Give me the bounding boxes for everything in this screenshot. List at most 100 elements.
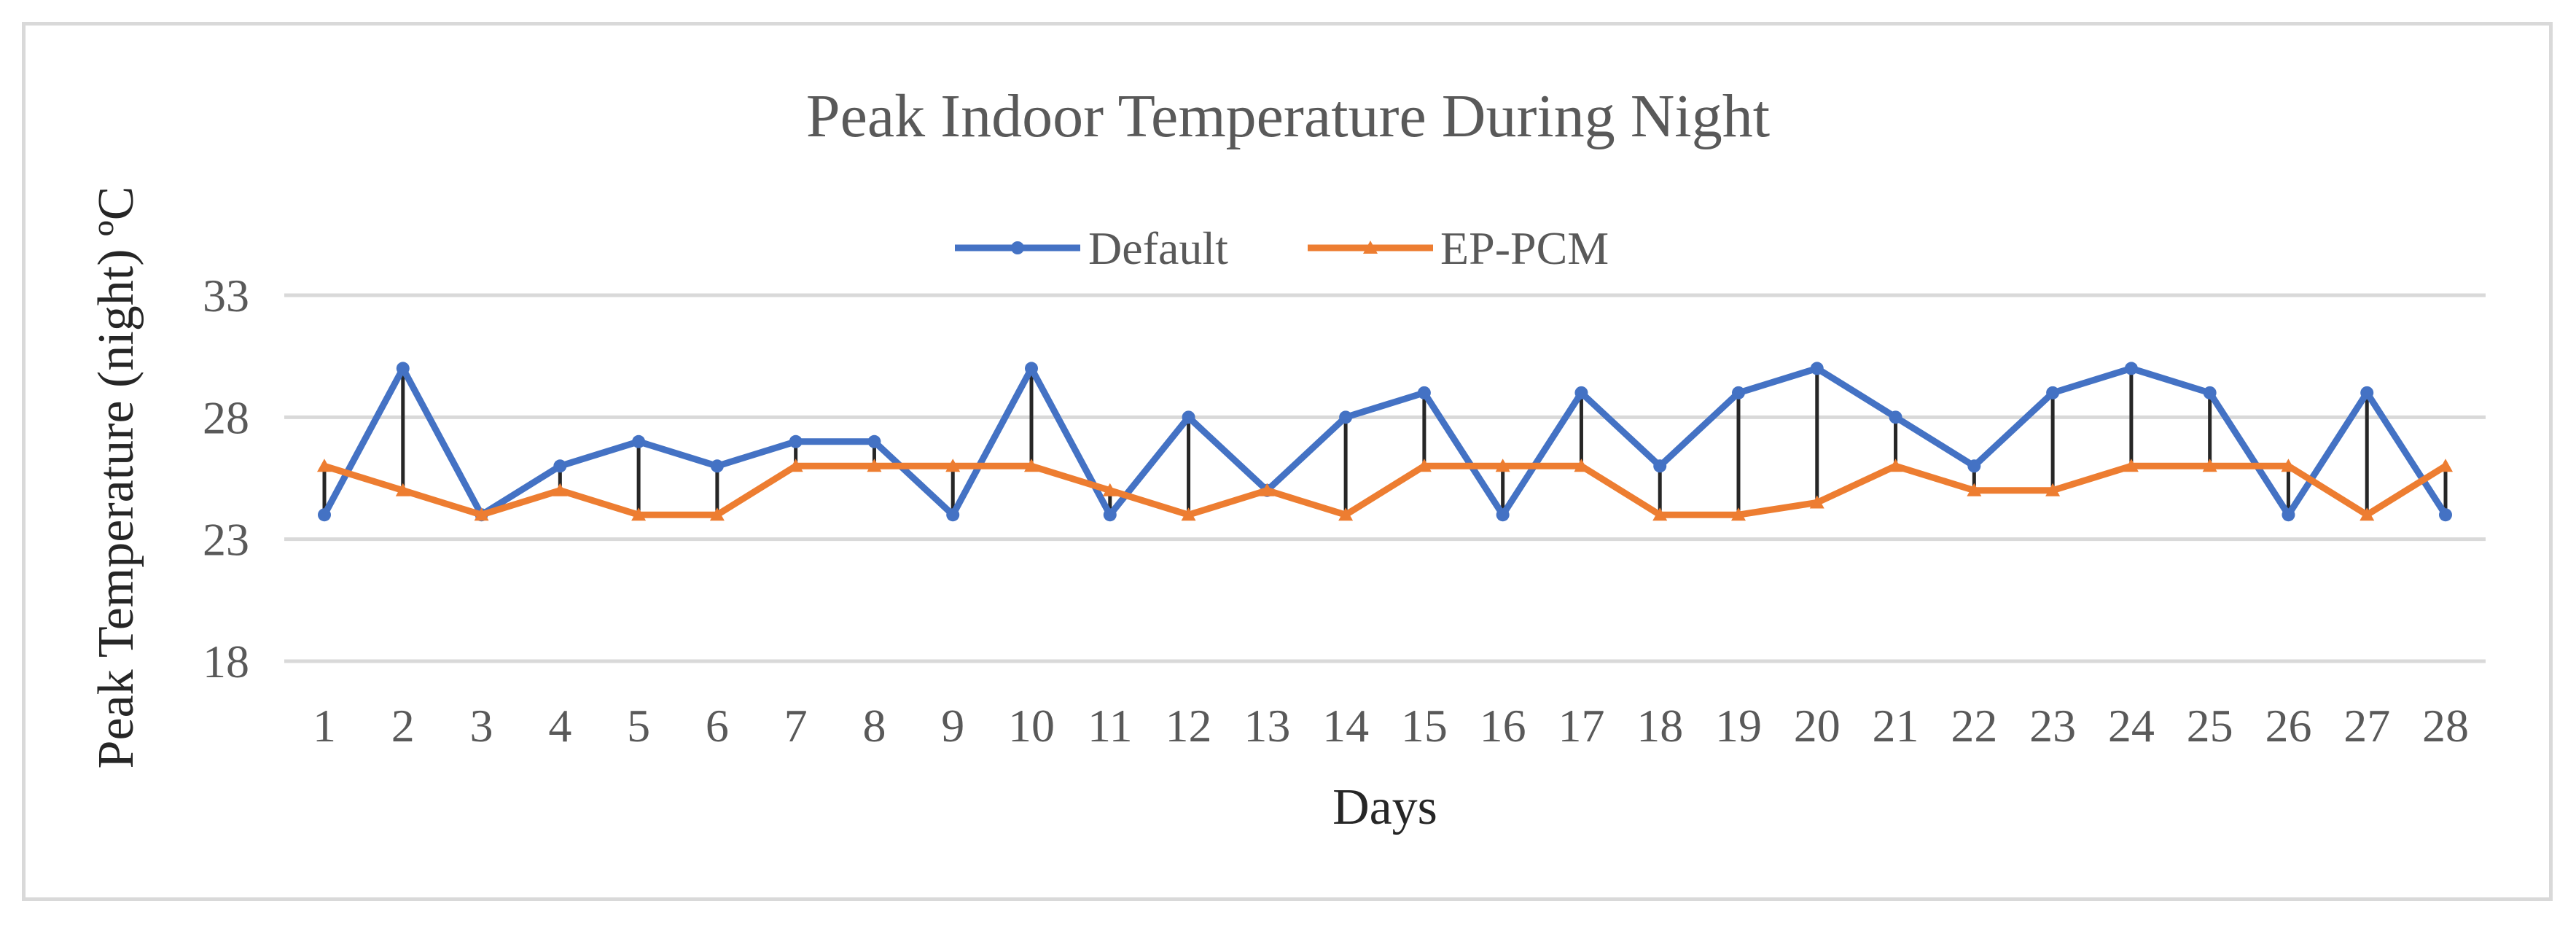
data-point xyxy=(1102,483,1117,496)
data-point xyxy=(1338,507,1354,521)
data-point xyxy=(2046,386,2060,399)
legend-item: Default xyxy=(955,222,1228,274)
legend-marker xyxy=(1011,241,1024,254)
data-point xyxy=(1731,507,1746,521)
data-point xyxy=(1574,386,1588,399)
data-point xyxy=(1574,459,1589,472)
x-tick-label: 9 xyxy=(941,700,964,752)
data-point xyxy=(2203,386,2217,399)
data-point xyxy=(2123,459,2139,472)
x-tick-label: 2 xyxy=(391,700,415,752)
y-tick-label: 23 xyxy=(203,514,249,566)
data-point xyxy=(553,483,568,496)
x-axis-ticks: 1 2 3 4 5 6 7 8 9 10 11 12 13 14 15 16 17 18 19 20 21 22 23 24 2… xyxy=(313,700,2469,752)
x-tick-label: 11 xyxy=(1088,700,1133,752)
legend-label: EP-PCM xyxy=(1440,222,1609,274)
x-tick-label: 5 xyxy=(627,700,650,752)
y-tick-label: 33 xyxy=(203,270,249,321)
data-point xyxy=(395,483,410,496)
x-tick-label: 25 xyxy=(2187,700,2233,752)
data-point xyxy=(2438,459,2453,472)
x-tick-label: 28 xyxy=(2422,700,2469,752)
data-point xyxy=(2282,508,2295,522)
x-tick-label: 12 xyxy=(1166,700,1212,752)
data-point xyxy=(867,434,881,448)
data-point xyxy=(631,507,647,521)
x-tick-label: 19 xyxy=(1715,700,1762,752)
x-tick-label: 14 xyxy=(1322,700,1369,752)
data-point xyxy=(2281,459,2296,472)
x-tick-label: 6 xyxy=(706,700,729,752)
x-tick-label: 23 xyxy=(2029,700,2076,752)
x-tick-label: 20 xyxy=(1794,700,1841,752)
data-point xyxy=(632,434,646,448)
data-point xyxy=(1888,459,1903,472)
data-point xyxy=(1417,386,1431,399)
series-default xyxy=(318,362,2452,522)
data-point xyxy=(318,508,331,522)
series-line xyxy=(321,364,2448,518)
x-tick-label: 16 xyxy=(1480,700,1526,752)
data-point xyxy=(1652,507,1668,521)
data-point xyxy=(710,459,724,473)
data-point xyxy=(1496,508,1510,522)
data-point xyxy=(2124,362,2138,375)
chart-title: Peak Indoor Temperature During Night xyxy=(806,82,1770,150)
series-layer xyxy=(317,362,2453,522)
data-point xyxy=(1809,495,1824,509)
data-point xyxy=(1181,507,1196,521)
data-point xyxy=(946,508,960,522)
data-point xyxy=(1416,459,1432,472)
data-point xyxy=(945,459,961,472)
x-tick-label: 7 xyxy=(784,700,808,752)
data-point xyxy=(1967,483,1982,496)
x-tick-label: 13 xyxy=(1244,700,1290,752)
x-tick-label: 4 xyxy=(548,700,571,752)
data-point xyxy=(788,459,803,472)
y-axis-ticks: 18 23 28 33 xyxy=(203,270,249,687)
data-point xyxy=(1732,386,1745,399)
x-tick-label: 22 xyxy=(1951,700,1997,752)
x-tick-label: 15 xyxy=(1401,700,1448,752)
data-point xyxy=(2360,386,2374,399)
data-point xyxy=(1025,362,1038,375)
legend-marker xyxy=(1363,241,1378,254)
data-point xyxy=(867,459,882,472)
legend-label: Default xyxy=(1088,222,1228,274)
data-point xyxy=(317,459,332,472)
data-point xyxy=(789,434,803,448)
x-tick-label: 1 xyxy=(313,700,336,752)
data-point xyxy=(474,507,489,521)
data-point xyxy=(1103,508,1117,522)
x-tick-label: 18 xyxy=(1636,700,1683,752)
legend-item: EP-PCM xyxy=(1308,222,1609,274)
y-tick-label: 28 xyxy=(203,391,249,443)
data-point xyxy=(1024,459,1039,472)
data-point xyxy=(396,362,410,375)
series-line xyxy=(323,462,2448,518)
x-tick-label: 3 xyxy=(470,700,493,752)
x-tick-label: 8 xyxy=(862,700,886,752)
legend: Default EP-PCM xyxy=(955,222,1609,274)
x-tick-label: 26 xyxy=(2265,700,2311,752)
data-point xyxy=(1260,483,1275,496)
y-tick-label: 18 xyxy=(203,636,249,687)
x-tick-label: 17 xyxy=(1558,700,1604,752)
data-point xyxy=(1182,410,1195,424)
data-point xyxy=(1339,410,1353,424)
gridlines xyxy=(284,293,2486,663)
data-point xyxy=(1967,459,1981,473)
x-tick-label: 10 xyxy=(1008,700,1055,752)
data-point xyxy=(2045,483,2061,496)
data-point xyxy=(553,459,567,473)
x-tick-label: 21 xyxy=(1873,700,1919,752)
data-point xyxy=(2202,459,2217,472)
data-point xyxy=(1810,362,1824,375)
series-ep-pcm xyxy=(317,459,2453,521)
x-axis-title: Days xyxy=(1332,779,1437,835)
data-point xyxy=(1495,459,1510,472)
y-axis-title: Peak Temperature (night) ºC xyxy=(88,187,144,769)
x-tick-label: 27 xyxy=(2343,700,2390,752)
x-tick-label: 24 xyxy=(2108,700,2155,752)
